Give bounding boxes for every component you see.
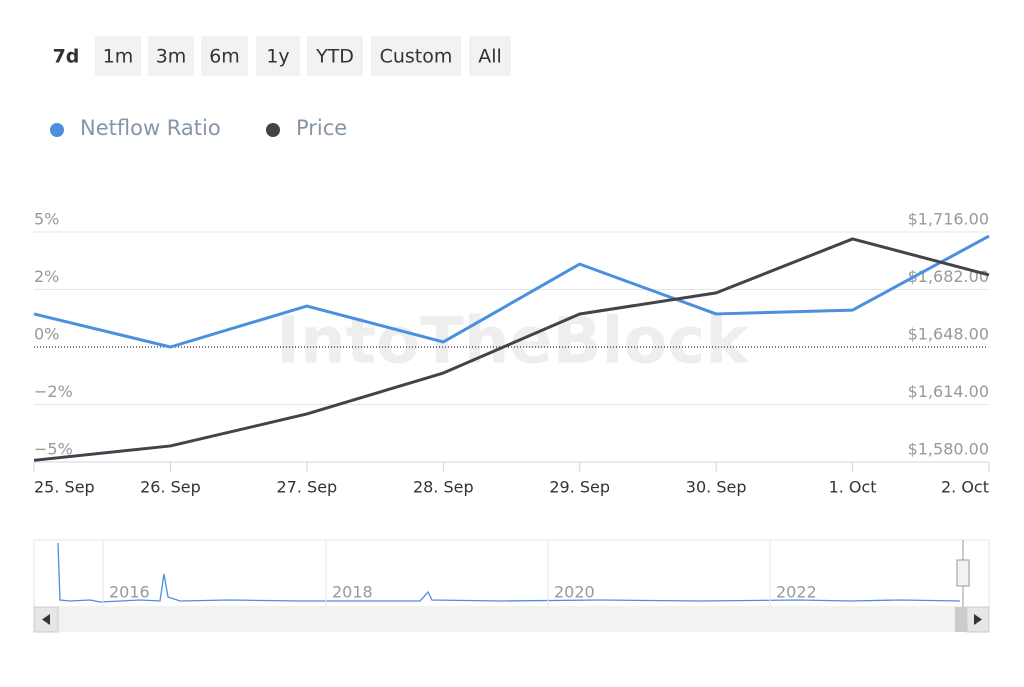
x-tick-label: 30. Sep: [686, 478, 747, 497]
y2-tick-label: $1,682.00: [908, 267, 989, 286]
y-tick-label: 0%: [34, 325, 59, 344]
scrollbar[interactable]: [34, 607, 989, 632]
range-button[interactable]: [148, 36, 194, 76]
navigator-label: 2016: [109, 583, 150, 602]
legend-marker[interactable]: [266, 123, 280, 137]
x-tick-label: 1. Oct: [829, 478, 877, 497]
range-button[interactable]: [256, 36, 300, 76]
range-button[interactable]: [307, 36, 363, 76]
series-line: [33, 237, 990, 462]
y2-tick-label: $1,580.00: [908, 440, 989, 459]
handle[interactable]: [956, 559, 970, 587]
navigator-label: 2018: [332, 583, 373, 602]
x-tick-label: 2. Oct: [941, 478, 989, 497]
range-button[interactable]: [469, 36, 511, 76]
range-button-label[interactable]: 1m: [103, 46, 134, 68]
y-tick-label: 5%: [34, 210, 59, 229]
x-tick-label: 25. Sep: [34, 478, 95, 497]
arrow-right: [974, 614, 982, 625]
navigator-line: [57, 542, 961, 603]
range-button-label[interactable]: 3m: [156, 46, 187, 68]
x-tick-label: 27. Sep: [277, 478, 338, 497]
arrow-left: [42, 614, 50, 625]
range-button-label[interactable]: 6m: [209, 46, 240, 68]
legend-label[interactable]: Netflow Ratio: [80, 116, 221, 140]
y2-tick-label: $1,614.00: [908, 382, 989, 401]
x-tick-label: 26. Sep: [140, 478, 201, 497]
y2-tick-label: $1,716.00: [908, 210, 989, 229]
navigator-label: 2022: [776, 583, 817, 602]
range-button-label[interactable]: Custom: [380, 46, 453, 68]
range-button-label[interactable]: 1y: [266, 46, 289, 68]
range-button[interactable]: [371, 36, 461, 76]
range-button-label[interactable]: All: [478, 46, 502, 68]
legend-marker[interactable]: [50, 123, 64, 137]
scroll-thumb[interactable]: [955, 607, 967, 632]
navigator-label: 2020: [554, 583, 595, 602]
y-tick-label: 2%: [34, 267, 59, 286]
navigator-labels: 2016 2018 2020 2022: [102, 540, 817, 607]
series-line: [33, 234, 990, 349]
navigator-frame: [33, 539, 990, 608]
legend-label[interactable]: Price: [296, 116, 347, 140]
y-tick-label: −5%: [34, 440, 73, 459]
navigator: [33, 539, 990, 633]
range-button[interactable]: [201, 36, 248, 76]
range-button[interactable]: [95, 36, 141, 76]
y-tick-label: −2%: [34, 382, 73, 401]
range-button-label[interactable]: 7d: [53, 46, 80, 68]
range-button-label[interactable]: YTD: [315, 46, 354, 68]
x-tick-label: 29. Sep: [549, 478, 610, 497]
y2-tick-label: $1,648.00: [908, 325, 989, 344]
x-tick-label: 28. Sep: [413, 478, 474, 497]
